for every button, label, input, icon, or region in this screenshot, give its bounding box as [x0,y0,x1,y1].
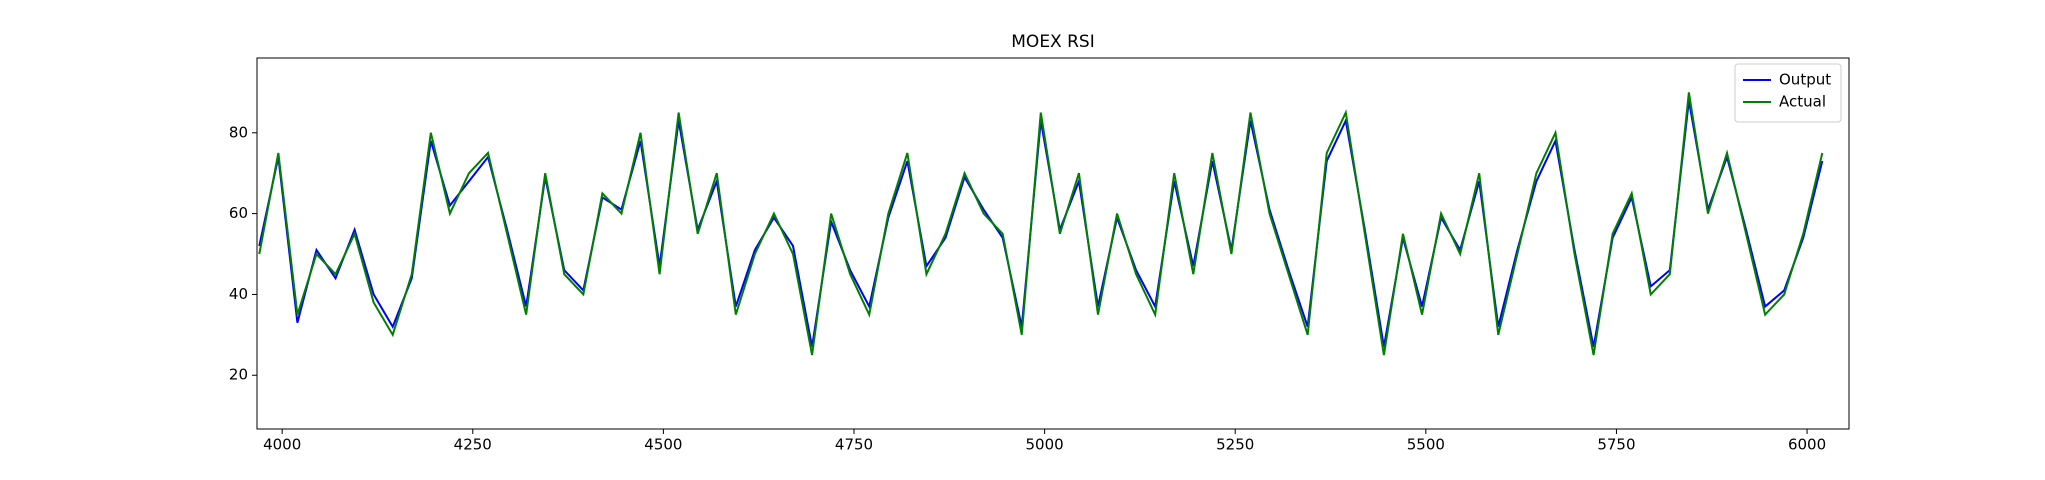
x-tick-label: 5000 [1026,436,1064,454]
x-tick-label: 5250 [1216,436,1254,454]
series-line [258,100,1824,348]
legend-label: Output [1779,71,1831,89]
series-line [258,92,1824,356]
x-tick-label: 6000 [1788,436,1826,454]
x-tick-label: 4250 [454,436,492,454]
x-tick-label: 4000 [263,436,301,454]
plot-frame [256,57,1850,430]
y-tick-label: 40 [229,285,248,303]
x-tick-label: 5750 [1597,436,1635,454]
chart-title: MOEX RSI [1011,32,1094,52]
legend-box [1734,63,1842,123]
x-tick-label: 4500 [644,436,682,454]
y-tick-label: 80 [229,123,248,141]
y-tick-label: 60 [229,204,248,222]
x-tick-label: 5500 [1407,436,1445,454]
legend-label: Actual [1779,93,1826,111]
x-tick-label: 4750 [835,436,873,454]
y-tick-label: 20 [229,366,248,384]
